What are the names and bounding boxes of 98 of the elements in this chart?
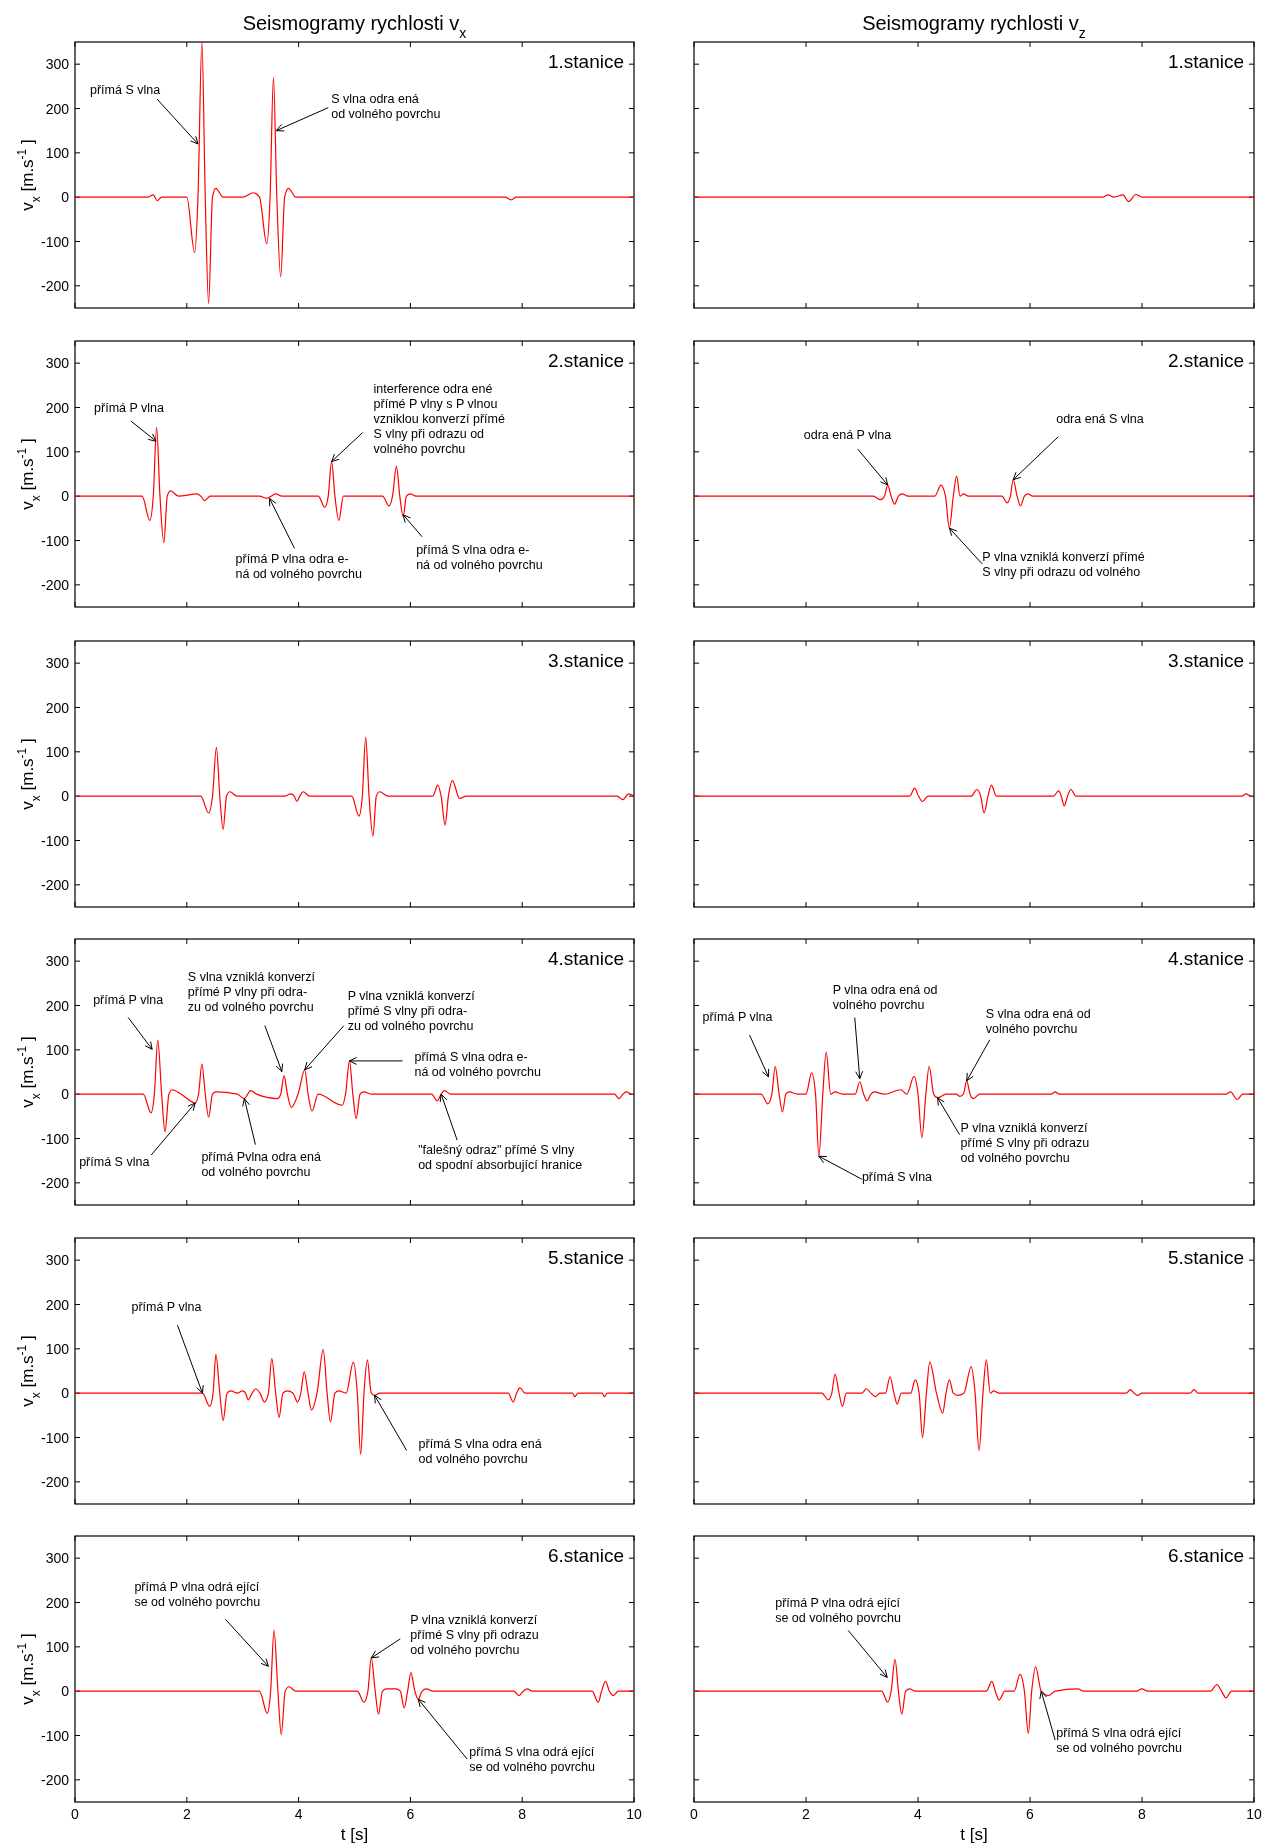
annotation: 1.stanice <box>547 51 624 72</box>
line-series <box>75 1039 633 1133</box>
annotation: 5.stanice <box>547 1247 624 1268</box>
y-tick-label: -200 <box>40 1174 70 1191</box>
annotation: přímá S vlna odrá ející se od volného povrchu <box>469 1745 596 1775</box>
line-series <box>75 736 634 837</box>
annotation: P vlna vzniklá konverzí přímé S vlny při odra- zu od volného povrchu <box>347 988 476 1033</box>
y-tick-label: 100 <box>45 1638 70 1655</box>
y-tick-label: 300 <box>45 56 70 73</box>
y-tick-label: 200 <box>45 997 70 1014</box>
y-tick-label: 200 <box>45 1296 70 1313</box>
x-tick-label: 2 <box>182 1806 191 1822</box>
x-tick-label: 8 <box>1138 1806 1147 1822</box>
y-tick-label: 0 <box>61 1385 70 1402</box>
x-tick-label: 10 <box>626 1806 642 1822</box>
y-tick-label: 0 <box>61 788 70 805</box>
y-tick-label: -200 <box>40 876 70 893</box>
y-tick-label: 300 <box>45 1550 70 1567</box>
annotation: přímá S vlna <box>89 82 161 97</box>
annotation: 3.stanice <box>1167 650 1244 671</box>
y-tick-label: 100 <box>45 1340 70 1357</box>
annotation: odra ená P vlna <box>803 428 892 443</box>
annotation: 2.stanice <box>1167 350 1244 371</box>
y-tick-label: 0 <box>61 1086 70 1103</box>
y-tick-label: 300 <box>45 953 70 970</box>
line-series <box>75 426 634 544</box>
y-tick-label: -100 <box>40 233 70 250</box>
y-tick-label: 300 <box>45 355 70 372</box>
y-tick-label: -100 <box>40 832 70 849</box>
y-tick-label: -200 <box>40 277 70 294</box>
annotation: přímá P vlna <box>94 401 165 416</box>
y-tick-label: -200 <box>40 1771 70 1788</box>
y-tick-label: 300 <box>45 655 70 672</box>
x-tick-label: 4 <box>294 1806 303 1822</box>
annotation: 6.stanice <box>1167 1545 1244 1566</box>
annotation: přímá S vlna odra e- ná od volného povrchu <box>414 1049 541 1079</box>
line-series <box>75 1629 634 1736</box>
annotation: přímá S vlna <box>79 1155 150 1170</box>
y-tick-label: 200 <box>45 399 70 416</box>
annotation: S vlna odra ená od volného povrchu <box>331 91 441 121</box>
annotation: přímá P vlna odrá ející se od volného povrchu <box>775 1596 902 1626</box>
y-tick-label: 100 <box>45 1041 70 1058</box>
y-tick-label: 100 <box>45 743 70 760</box>
x-tick-label: 4 <box>914 1806 923 1822</box>
chart-title: Seismogramy rychlosti v$_{z}$ <box>862 12 1086 41</box>
chart-title: Seismogramy rychlosti v$_{x}$ <box>242 12 467 41</box>
y-tick-label: 200 <box>45 699 70 716</box>
annotation: přímá P vlna <box>702 1009 773 1024</box>
y-tick-label: 200 <box>45 1594 70 1611</box>
annotation: přímá S vlna odra e- ná od volného povrchu <box>416 542 543 572</box>
annotation: přímá P vlna <box>93 993 164 1008</box>
y-tick-label: 300 <box>45 1252 70 1269</box>
annotation: S vlna odra ená od volného povrchu <box>985 1006 1091 1036</box>
y-tick-label: 200 <box>45 100 70 117</box>
x-tick-label: 10 <box>1246 1806 1262 1822</box>
line-series <box>75 1349 634 1455</box>
x-tick-label: 6 <box>1026 1806 1035 1822</box>
annotation: 6.stanice <box>547 1545 624 1566</box>
annotation: P vlna vzniklá konverzí přímé S vlny při odrazu od volného povrchu <box>410 1612 539 1657</box>
x-tick-label: 2 <box>802 1806 811 1822</box>
annotation: 1.stanice <box>1167 51 1244 72</box>
annotation: 3.stanice <box>547 650 624 671</box>
annotation: přímá S vlna odra ená od volného povrchu <box>418 1437 542 1467</box>
x-tick-label: 8 <box>518 1806 527 1822</box>
annotation: 2.stanice <box>547 350 624 371</box>
annotation: přímá P vlna odra e- ná od volného povrchu <box>235 552 363 582</box>
x-tick-label: 0 <box>690 1806 699 1822</box>
y-tick-label: 0 <box>61 1683 70 1700</box>
annotation: přímá P vlna <box>131 1300 202 1315</box>
annotation: S vlna vzniklá konverzí přímé P vlny při odra- zu od volného povrchu <box>187 969 316 1014</box>
annotation: odra ená S vlna <box>1056 411 1144 426</box>
y-tick-label: -100 <box>40 1727 70 1744</box>
y-tick-label: -100 <box>40 1130 70 1147</box>
annotation: přímá Pvlna odra ená od volného povrchu <box>201 1149 321 1179</box>
annotation: "falešný odraz" přímé S vlny od spodní absorbující hranice <box>418 1143 583 1173</box>
y-tick-label: 100 <box>45 443 70 460</box>
x-tick-label: 0 <box>71 1806 80 1822</box>
annotation: P vlna odra ená od volného povrchu <box>832 982 938 1012</box>
annotation: přímá S vlna <box>861 1170 933 1185</box>
annotation: P vlna vzniklá konverzí přímé S vlny při odrazu od volného <box>982 550 1145 580</box>
y-tick-label: 0 <box>61 189 70 206</box>
annotation: 4.stanice <box>547 948 624 969</box>
line-series <box>75 42 634 305</box>
x-tick-label: 6 <box>406 1806 415 1822</box>
annotation: P vlna vzniklá konverzí přímé S vlny při odrazu od volného povrchu <box>960 1120 1090 1165</box>
y-tick-label: 100 <box>45 144 70 161</box>
annotation: interference odra ené přímé P vlny s P vlnou vzniklou konverzí přímé S vlny při odrazu od volného povrchu <box>373 381 505 456</box>
y-tick-label: 0 <box>61 488 70 505</box>
annotation: 4.stanice <box>1167 948 1244 969</box>
y-tick-label: -100 <box>40 532 70 549</box>
annotation: přímá S vlna odrá ející se od volného povrchu <box>1056 1726 1183 1756</box>
x-axis-title: t [s] <box>340 1825 369 1844</box>
y-tick-label: -200 <box>40 1473 70 1490</box>
y-tick-label: -200 <box>40 576 70 593</box>
annotation: 5.stanice <box>1167 1247 1244 1268</box>
y-tick-label: -100 <box>40 1429 70 1446</box>
x-axis-title: t [s] <box>960 1825 988 1844</box>
annotation: přímá P vlna odrá ející se od volného povrchu <box>134 1580 261 1610</box>
